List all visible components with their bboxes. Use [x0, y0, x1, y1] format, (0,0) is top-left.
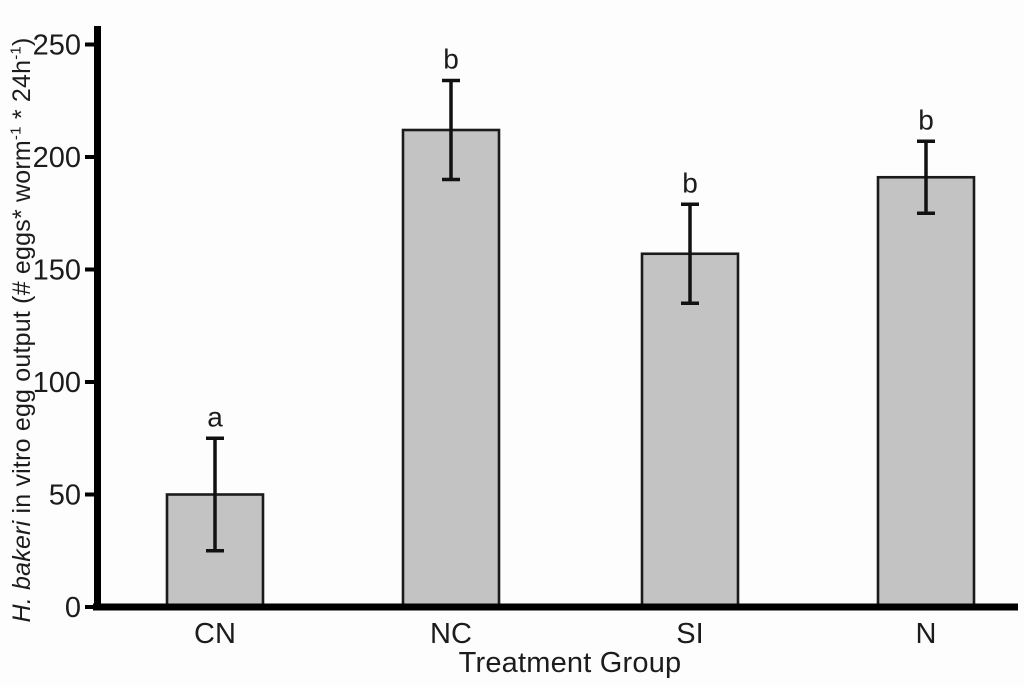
y-tick-label: 150: [33, 255, 81, 287]
sig-letter: b: [918, 104, 934, 135]
y-tick-label: 100: [33, 367, 81, 399]
x-axis-label: Treatment Group: [458, 647, 682, 679]
x-category-label: N: [916, 618, 937, 650]
x-category-label: NC: [430, 618, 472, 650]
y-axis-label-part: H. bakeri: [8, 520, 36, 623]
y-axis-label-part: in vitro egg output (# eggs* worm: [8, 140, 36, 521]
sig-letter: b: [443, 44, 459, 75]
y-axis-label-part: -1: [7, 126, 25, 141]
y-axis-label: H. bakeri in vitro egg output (# eggs* w…: [2, 2, 42, 658]
y-axis-label-part: -1: [7, 46, 25, 60]
y-tick-label: 50: [49, 480, 81, 512]
sig-letter: b: [682, 167, 698, 198]
y-axis-label-part: ): [8, 37, 36, 47]
bar: [401, 128, 501, 609]
y-tick-label: 200: [33, 142, 81, 174]
sig-letter: a: [207, 401, 223, 432]
y-tick-label: 250: [33, 30, 81, 62]
y-tick-label: 0: [65, 592, 81, 624]
bar: [640, 252, 740, 609]
bar: [876, 175, 976, 609]
y-axis-label-part: * 24h: [8, 59, 36, 127]
x-category-label: SI: [676, 618, 703, 650]
x-category-label: CN: [194, 618, 236, 650]
